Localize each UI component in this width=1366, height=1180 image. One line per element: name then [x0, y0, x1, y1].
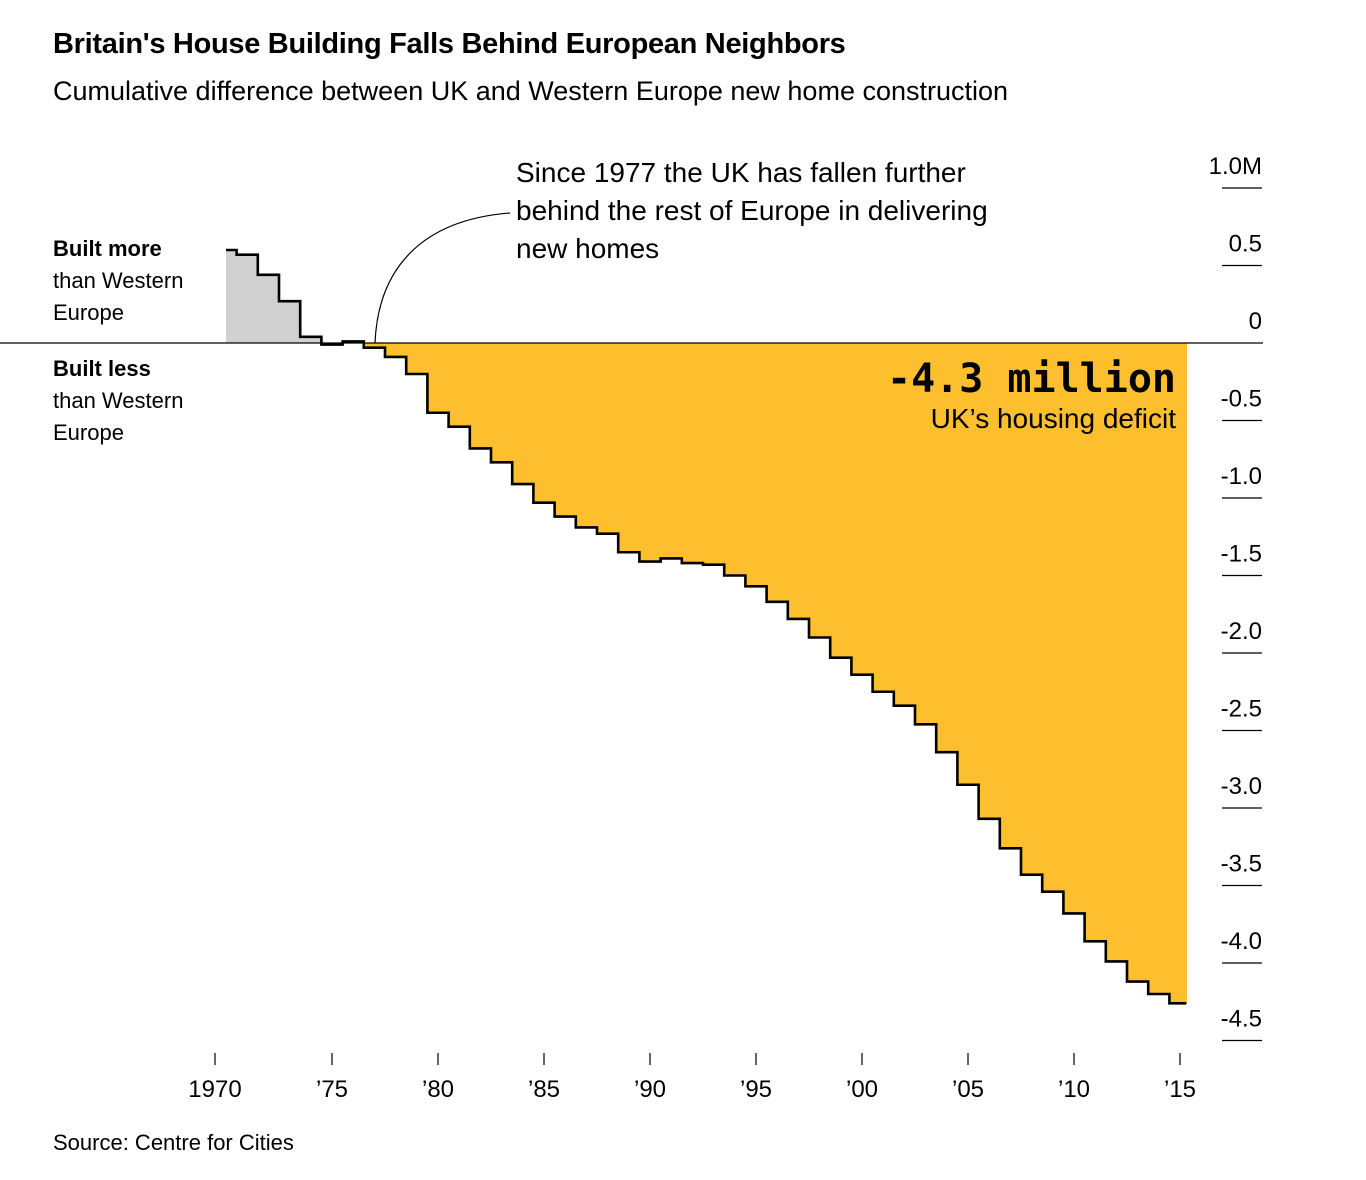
x-tick-label: ’00 [846, 1076, 878, 1103]
x-tick-label: 1970 [188, 1076, 241, 1103]
cumulative-step-line [226, 248, 1187, 1005]
step-bar-2012 [1105, 343, 1128, 962]
annotation-line-1: Since 1977 the UK has fallen further [516, 157, 966, 188]
step-bar-1987 [575, 343, 598, 528]
step-bar-2009 [1042, 343, 1064, 892]
step-bar-1997 [787, 343, 810, 619]
y-tick-label: -1.5 [1221, 541, 1262, 568]
step-bar-2013 [1127, 343, 1149, 982]
step-bar-2015 [1169, 343, 1187, 1004]
annotation-line-3: new homes [516, 233, 660, 264]
step-bar-2000 [851, 343, 874, 675]
y-tick-label: -4.5 [1221, 1006, 1262, 1033]
x-tick-label: ’85 [528, 1076, 560, 1103]
step-bar-2002 [893, 343, 916, 706]
step-bar-2011 [1084, 343, 1107, 942]
label-built-more-line2: Europe [53, 300, 124, 325]
label-built-more-bold: Built more [53, 236, 162, 261]
step-bar-2007 [999, 343, 1022, 849]
x-tick-label: ’95 [740, 1076, 772, 1103]
step-bar-1998 [809, 343, 831, 638]
step-bar-2004 [936, 343, 958, 753]
step-bar-1977 [363, 343, 386, 348]
step-bar-1971 [236, 254, 259, 343]
step-bar-1988 [597, 343, 619, 534]
step-bar-1978 [385, 343, 407, 357]
source-note: Source: Centre for Cities [53, 1130, 294, 1155]
label-built-more: Built more than Western Europe [53, 233, 183, 329]
chart-title: Britain's House Building Falls Behind Eu… [53, 28, 846, 60]
label-built-less-line2: Europe [53, 420, 124, 445]
step-bar-1990 [639, 343, 662, 562]
annotation: Since 1977 the UK has fallen further beh… [516, 154, 1116, 268]
step-bar-1995 [745, 343, 768, 587]
label-built-less-bold: Built less [53, 356, 151, 381]
annotation-connector [374, 212, 511, 344]
step-bar-1981 [448, 343, 471, 427]
y-tick-label: -3.0 [1221, 773, 1262, 800]
step-bar-2001 [872, 343, 895, 692]
step-bar-1992 [681, 343, 704, 564]
x-tick-label: ’05 [952, 1076, 984, 1103]
step-bar-1970 [226, 250, 238, 343]
step-bar-1993 [703, 343, 725, 565]
step-bar-1979 [406, 343, 428, 374]
step-bar-1973 [279, 301, 301, 343]
deficit-value: -4.3 million [887, 356, 1176, 402]
y-tick-label: -2.0 [1221, 618, 1262, 645]
label-built-less: Built less than Western Europe [53, 353, 183, 449]
label-built-less-line1: than Western [53, 388, 184, 413]
y-tick-label: 1.0M [1209, 153, 1262, 180]
step-bar-2005 [957, 343, 980, 785]
step-bar-1991 [660, 343, 683, 559]
x-tick-label: ’10 [1058, 1076, 1090, 1103]
x-tick-label: ’90 [634, 1076, 666, 1103]
step-bar-2010 [1063, 343, 1086, 914]
annotation-line-2: behind the rest of Europe in delivering [516, 195, 988, 226]
y-tick-label: 0.5 [1229, 231, 1262, 258]
y-tick-label: -4.0 [1221, 928, 1262, 955]
x-tick-label: ’75 [316, 1076, 348, 1103]
step-bar-2014 [1148, 343, 1170, 994]
step-bar-1996 [766, 343, 789, 602]
step-bar-1982 [469, 343, 492, 449]
step-bar-2006 [978, 343, 1001, 819]
step-bar-1986 [554, 343, 577, 517]
y-tick-label: -2.5 [1221, 696, 1262, 723]
y-tick-label: -0.5 [1221, 386, 1262, 413]
step-bar-2008 [1021, 343, 1043, 875]
step-bar-1984 [512, 343, 534, 485]
step-bar-1989 [618, 343, 640, 553]
x-tick-label: ’80 [422, 1076, 454, 1103]
y-tick-label: -1.0 [1221, 463, 1262, 490]
x-tick-label: ’15 [1164, 1076, 1196, 1103]
chart-subtitle: Cumulative difference between UK and Wes… [53, 76, 1009, 106]
step-bar-1999 [830, 343, 852, 658]
step-bar-1974 [300, 336, 322, 343]
deficit-callout: -4.3 million UK’s housing deficit [887, 356, 1176, 436]
y-tick-label: 0 [1249, 308, 1262, 335]
label-built-more-line1: than Western [53, 268, 184, 293]
step-bar-1980 [427, 343, 450, 413]
y-tick-label: -3.5 [1221, 851, 1262, 878]
step-bar-1985 [533, 343, 556, 503]
step-bar-1983 [491, 343, 513, 463]
step-bar-1994 [724, 343, 746, 576]
step-bar-2003 [915, 343, 937, 725]
deficit-label: UK’s housing deficit [930, 403, 1176, 434]
step-bar-1972 [257, 274, 280, 343]
